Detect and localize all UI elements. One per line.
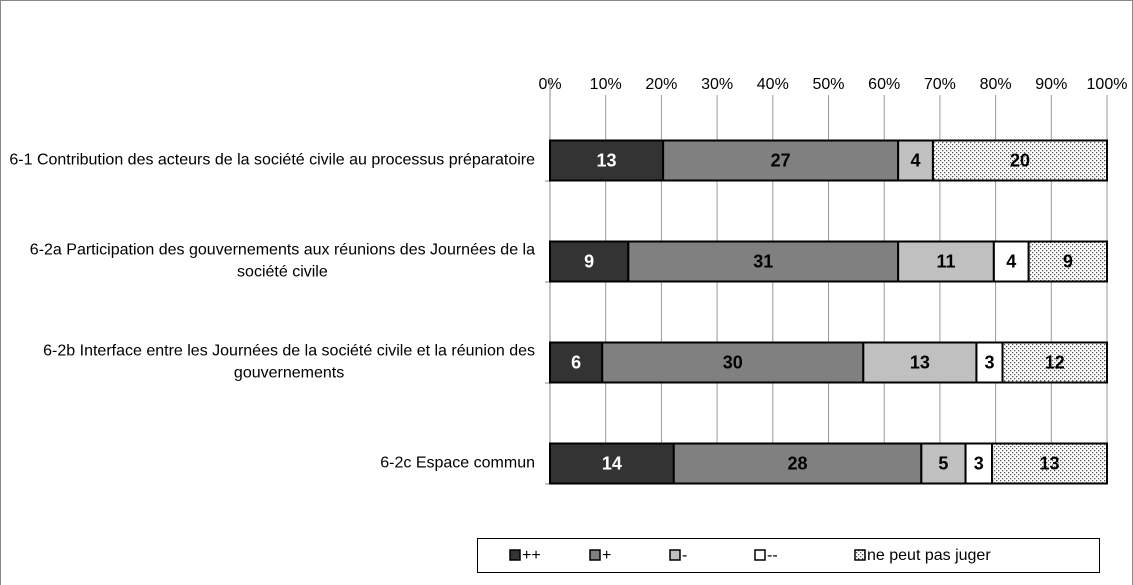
x-tick-label: 40% [757, 76, 789, 93]
value-label: 4 [911, 150, 921, 170]
legend-label: - [682, 547, 687, 564]
label-line: 6-2a Participation des gouvernements aux… [30, 242, 535, 259]
value-label: 12 [1045, 352, 1065, 372]
value-label: 28 [788, 453, 808, 473]
value-label: 30 [723, 352, 743, 372]
x-tick-label: 30% [701, 76, 733, 93]
value-label: 9 [584, 251, 594, 271]
x-tick-label: 100% [1087, 76, 1128, 93]
value-label: 9 [1063, 251, 1073, 271]
bar-segment [920, 442, 967, 485]
value-label: 13 [597, 150, 617, 170]
legend-label: ++ [522, 547, 541, 564]
legend-label: + [602, 547, 611, 564]
bar-segment [549, 240, 630, 283]
value-label: 6 [571, 352, 581, 372]
label-line: 6-1 Contribution des acteurs de la socié… [9, 152, 535, 169]
value-label: 4 [1006, 251, 1016, 271]
bar-segment [897, 139, 934, 182]
x-tick-label: 10% [590, 76, 622, 93]
bar-segment [991, 442, 1108, 485]
bar-segment [672, 442, 923, 485]
value-label: 20 [1010, 150, 1030, 170]
value-label: 13 [1040, 453, 1060, 473]
bar-segment [931, 139, 1108, 182]
x-tick-label: 20% [645, 76, 677, 93]
category-label: 6-2c Espace commun [380, 455, 535, 472]
legend-box [477, 538, 1100, 573]
x-tick-label: 70% [924, 76, 956, 93]
legend-swatch [589, 549, 601, 561]
bar-segment [1027, 240, 1108, 283]
bar-segment [549, 442, 675, 485]
legend-swatch [509, 549, 521, 561]
value-label: 3 [974, 453, 984, 473]
legend-swatch [854, 549, 866, 561]
category-label: 6-2b Interface entre les Journées de la … [43, 343, 535, 382]
bar-segment [662, 139, 900, 182]
bar-segment [975, 341, 1004, 384]
label-line: société civile [237, 264, 328, 281]
bar-segment [1001, 341, 1108, 384]
value-label: 31 [753, 251, 773, 271]
category-label: 6-2a Participation des gouvernements aux… [30, 242, 535, 281]
value-label: 14 [602, 453, 622, 473]
legend-label: -- [767, 547, 778, 564]
x-tick-label: 80% [980, 76, 1012, 93]
legend-label: ne peut pas juger [867, 547, 991, 564]
bar-segment [992, 240, 1030, 283]
bar-segment [601, 341, 865, 384]
label-line: gouvernements [234, 365, 344, 382]
legend-swatch [669, 549, 681, 561]
value-label: 11 [936, 251, 955, 271]
label-line: 6-2c Espace commun [380, 455, 535, 472]
value-label: 13 [910, 352, 930, 372]
bar-segment [549, 139, 665, 182]
x-tick-label: 90% [1035, 76, 1067, 93]
category-label: 6-1 Contribution des acteurs de la socié… [9, 152, 535, 169]
bar-segment [627, 240, 900, 283]
legend-swatch [754, 549, 766, 561]
x-tick-label: 60% [868, 76, 900, 93]
label-line: 6-2b Interface entre les Journées de la … [43, 343, 535, 360]
value-label: 3 [985, 352, 995, 372]
bar-segment [897, 240, 995, 283]
bar-segment [862, 341, 978, 384]
value-label: 5 [938, 453, 948, 473]
value-label: 27 [771, 150, 791, 170]
bar-segment [964, 442, 994, 485]
x-tick-label: 50% [812, 76, 844, 93]
